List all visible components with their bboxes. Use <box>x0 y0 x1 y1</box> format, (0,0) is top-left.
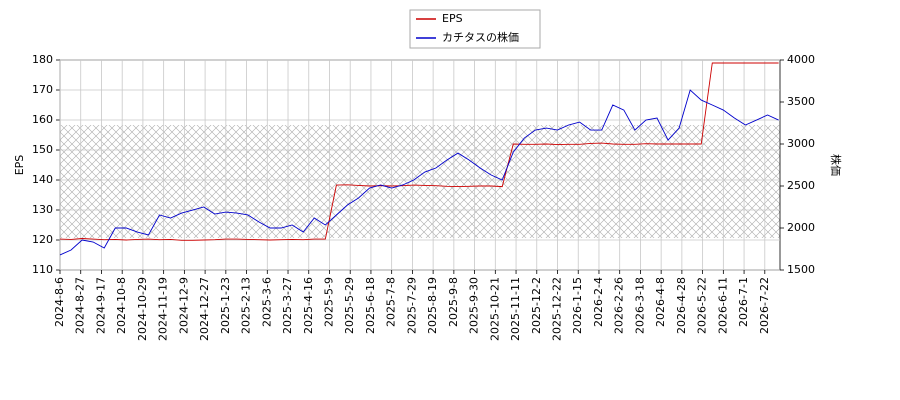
x-tick-label: 2024-10-8 <box>115 277 128 334</box>
x-tick-label: 2024-9-17 <box>94 277 107 334</box>
x-tick-label: 2024-11-19 <box>157 277 170 341</box>
y-axis-label: EPS <box>13 155 26 176</box>
y-tick-label: 130 <box>32 203 53 216</box>
x-tick-label: 2024-12-27 <box>198 277 211 341</box>
x-tick-label: 2025-11-11 <box>509 277 522 341</box>
x-tick-label: 2024-12-9 <box>177 277 190 334</box>
x-tick-label: 2025-12-22 <box>551 277 564 341</box>
series-line <box>59 62 779 241</box>
y-tick-label: 160 <box>32 113 53 126</box>
x-tick-label: 2024-8-6 <box>53 277 66 327</box>
y-tick-label: 170 <box>32 83 53 96</box>
legend-label: EPS <box>442 12 463 25</box>
x-tick-label: 2026-2-4 <box>592 277 605 327</box>
x-tick-label: 2026-1-15 <box>571 277 584 334</box>
x-tick-label: 2024-10-29 <box>136 277 149 341</box>
y-tick-label: 140 <box>32 173 53 186</box>
x-tick-label: 2025-7-8 <box>385 277 398 327</box>
x-tick-label: 2025-9-30 <box>468 277 481 334</box>
y-tick-label: 180 <box>32 53 53 66</box>
y2-tick-label: 3500 <box>787 95 815 108</box>
x-tick-label: 2025-5-9 <box>322 277 335 327</box>
y2-tick-label: 3000 <box>787 137 815 150</box>
x-tick-label: 2025-9-8 <box>447 277 460 327</box>
x-tick-label: 2025-6-18 <box>364 277 377 334</box>
legend-label: カチタスの株価 <box>442 30 519 44</box>
x-tick-label: 2025-7-29 <box>405 277 418 334</box>
x-tick-label: 2025-8-19 <box>426 277 439 334</box>
x-tick-label: 2025-2-13 <box>240 277 253 334</box>
x-tick-label: 2025-1-23 <box>219 277 232 334</box>
y2-tick-label: 4000 <box>787 53 815 66</box>
x-tick-label: 2025-3-6 <box>260 277 273 327</box>
x-tick-label: 2025-3-27 <box>281 277 294 334</box>
x-tick-label: 2026-4-8 <box>654 277 667 327</box>
x-tick-label: 2026-2-26 <box>613 277 626 334</box>
x-tick-label: 2026-5-22 <box>696 277 709 334</box>
x-tick-label: 2025-10-21 <box>488 277 501 341</box>
y2-tick-label: 1500 <box>787 263 815 276</box>
x-tick-label: 2025-5-29 <box>343 277 356 334</box>
x-tick-label: 2026-7-22 <box>758 277 771 334</box>
y-tick-label: 120 <box>32 233 53 246</box>
y2-tick-label: 2500 <box>787 179 815 192</box>
x-tick-label: 2026-3-18 <box>633 277 646 334</box>
x-tick-label: 2025-4-16 <box>302 277 315 334</box>
x-tick-label: 2024-8-27 <box>74 277 87 334</box>
y-tick-label: 150 <box>32 143 53 156</box>
shaded-band <box>60 125 780 238</box>
x-tick-label: 2026-7-1 <box>737 277 750 327</box>
y2-tick-label: 2000 <box>787 221 815 234</box>
series-line <box>59 89 779 256</box>
x-tick-label: 2026-6-11 <box>716 277 729 334</box>
y-tick-label: 110 <box>32 263 53 276</box>
x-tick-label: 2025-12-2 <box>530 277 543 334</box>
legend <box>409 9 541 49</box>
x-tick-label: 2026-4-28 <box>675 277 688 334</box>
y2-axis-label: 株価 <box>829 154 843 176</box>
